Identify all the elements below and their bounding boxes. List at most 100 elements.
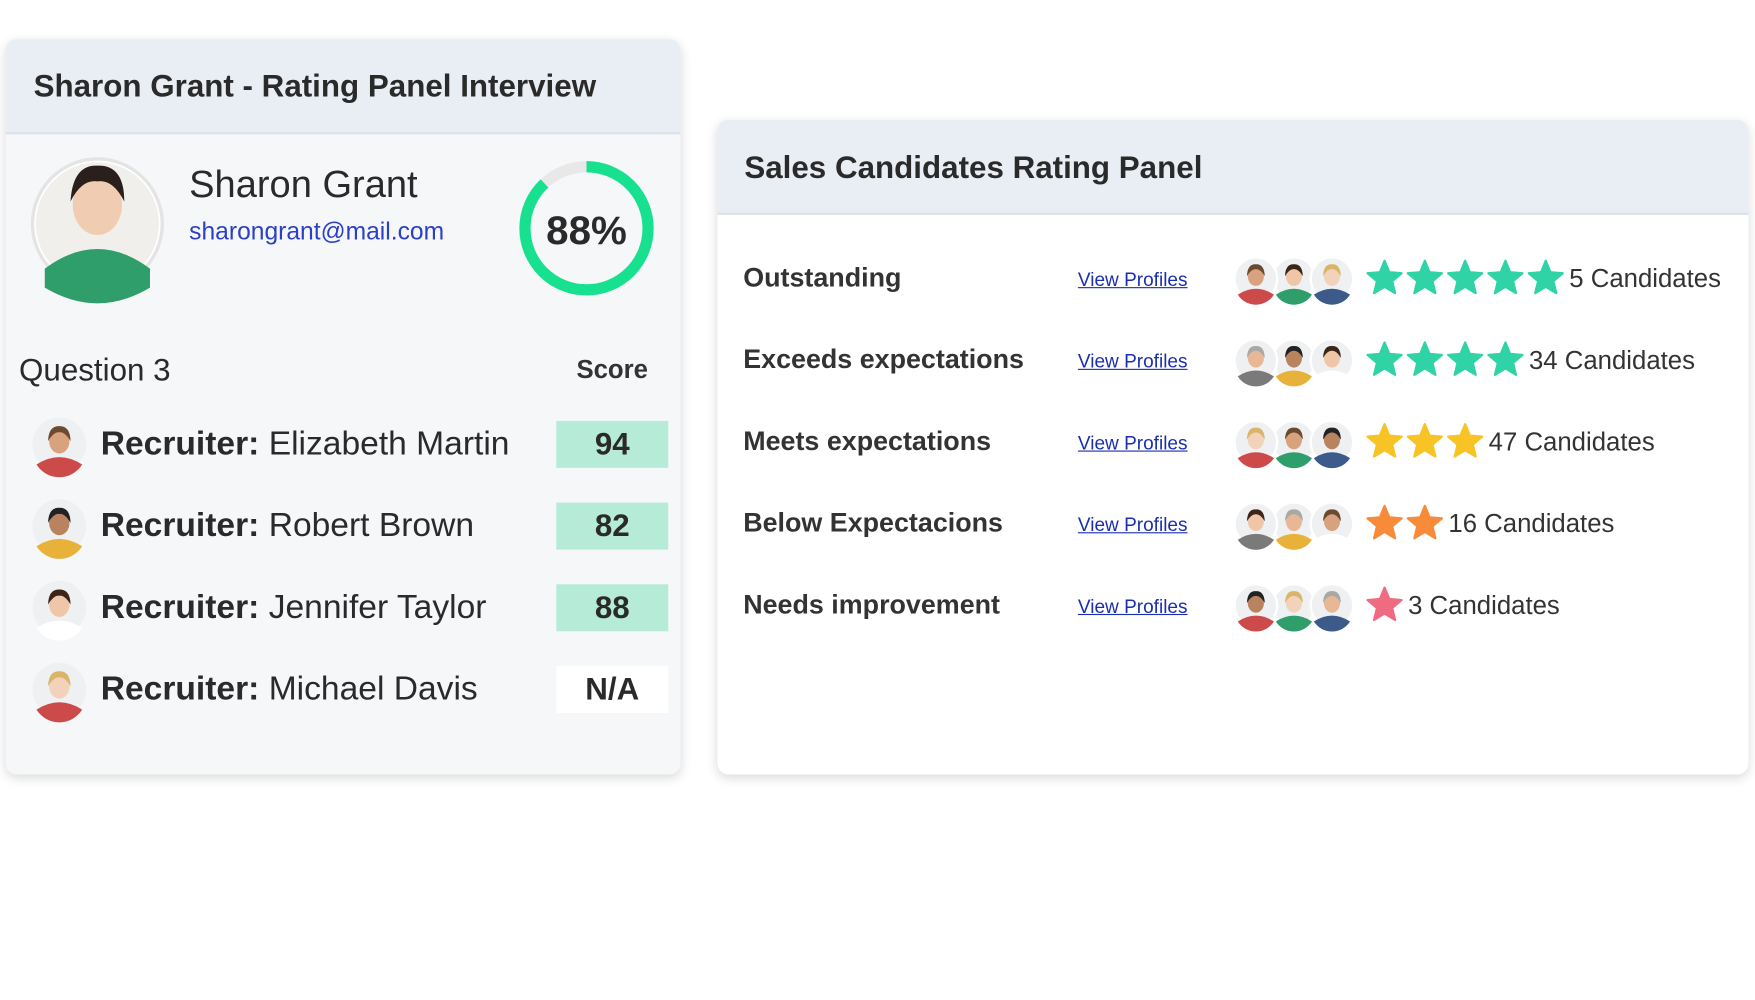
avatar-body — [36, 702, 83, 723]
rating-label: Meets expectations — [743, 426, 992, 457]
panel-title: Sharon Grant - Rating Panel Interview — [33, 68, 597, 103]
avatar-face — [1247, 593, 1264, 613]
avatar-body — [1313, 533, 1351, 550]
avatar-hair — [48, 426, 71, 442]
avatar-body — [1237, 615, 1274, 632]
avatar-face — [1247, 266, 1264, 286]
avatar — [1271, 501, 1317, 550]
avatar-body — [1313, 452, 1351, 469]
rating-label: Outstanding — [743, 263, 902, 294]
recruiter-name: Jennifer Taylor — [268, 588, 487, 626]
avatar-hair — [48, 507, 71, 523]
avatar-face — [1247, 429, 1264, 450]
score-box: N/A — [556, 665, 669, 713]
panel-title: Sales Candidates Rating Panel — [744, 149, 1203, 185]
candidate-name: Sharon Grant — [189, 163, 418, 206]
recruiter-name: Robert Brown — [268, 507, 475, 544]
avatar-hair — [70, 165, 125, 202]
star — [1366, 586, 1403, 622]
score-percent: 88% — [546, 207, 627, 253]
avatar-face — [49, 510, 70, 536]
avatar-hair — [1323, 509, 1341, 522]
view-profiles-link[interactable]: View Profiles — [1077, 596, 1188, 618]
candidate-email: sharongrant@mail.com — [189, 217, 445, 246]
recruiter-row: Recruiter: Robert Brown — [101, 509, 474, 543]
avatar-hair — [1284, 591, 1303, 603]
avatar-face — [1323, 348, 1341, 368]
avatar-hair — [1246, 264, 1265, 277]
avatar — [1233, 419, 1279, 469]
score-value: 94 — [594, 426, 630, 462]
star — [1406, 423, 1444, 458]
avatar-hair — [1284, 427, 1303, 440]
avatar-body — [1237, 288, 1274, 305]
avatar-face — [72, 174, 123, 236]
avatar-face — [1285, 429, 1302, 450]
avatar — [32, 580, 87, 641]
avatar — [1271, 583, 1317, 632]
star — [1447, 259, 1484, 295]
avatar-face — [49, 428, 70, 454]
recruiter-name: Michael Davis — [268, 670, 478, 708]
avatar-body — [36, 538, 83, 559]
view-profiles-link[interactable]: View Profiles — [1077, 269, 1188, 291]
star — [1487, 341, 1524, 376]
avatar-body — [1313, 615, 1351, 632]
view-profiles-link[interactable]: View Profiles — [1077, 514, 1188, 536]
star — [1487, 259, 1524, 295]
rating-graphics — [1233, 256, 1564, 632]
avatar-hair — [1246, 509, 1265, 522]
avatar-hair — [48, 589, 71, 605]
avatar-hair — [1246, 591, 1265, 603]
avatar-body — [1237, 533, 1274, 550]
avatar — [1271, 419, 1317, 469]
rating-label: Exceeds expectations — [743, 344, 1024, 375]
candidate-count: 34 Candidates — [1528, 345, 1696, 375]
avatar-hair — [1284, 509, 1303, 522]
avatar-face — [1323, 593, 1341, 613]
avatar — [32, 417, 87, 478]
avatar — [32, 662, 87, 723]
avatar-body — [1275, 288, 1312, 305]
recruiter-role: Recruiter: — [100, 425, 260, 463]
avatar-hair — [1246, 345, 1265, 358]
avatar-hair — [1246, 427, 1265, 440]
avatar-hair — [1284, 264, 1303, 277]
avatar-face — [1285, 266, 1302, 286]
score-value: 88 — [594, 589, 630, 625]
avatar-body — [1275, 533, 1312, 550]
avatar-hair — [1323, 345, 1341, 358]
rating-panel: Sales Candidates Rating Panel Outstandin… — [717, 119, 1749, 775]
avatar — [1309, 583, 1355, 632]
avatar-face — [49, 592, 70, 617]
avatar-body — [36, 620, 83, 641]
score-value: N/A — [585, 671, 640, 707]
avatar — [32, 499, 87, 559]
view-profiles-link[interactable]: View Profiles — [1077, 350, 1188, 373]
recruiter-row: Recruiter: Michael Davis — [101, 670, 478, 708]
panel-header: Sales Candidates Rating Panel — [717, 119, 1749, 215]
avatar-hair — [1284, 345, 1303, 358]
avatar-face — [1247, 511, 1264, 532]
avatar — [1309, 338, 1355, 387]
score-header: Score — [576, 354, 649, 384]
recruiter-role: Recruiter: — [100, 507, 260, 544]
avatar-body — [1237, 452, 1274, 469]
avatar-body — [1275, 615, 1312, 632]
recruiter-role: Recruiter: — [100, 588, 260, 626]
candidate-count: 3 Candidates — [1408, 590, 1560, 620]
avatar — [1309, 501, 1355, 550]
star — [1406, 504, 1444, 540]
star — [1447, 423, 1484, 458]
star — [1406, 259, 1444, 295]
avatar — [1233, 501, 1279, 550]
avatar-face — [1323, 266, 1341, 286]
avatar-body — [36, 457, 83, 478]
avatar-face — [1323, 429, 1341, 450]
avatar-face — [1323, 511, 1341, 532]
score-value: 82 — [594, 508, 630, 543]
view-profiles-link[interactable]: View Profiles — [1077, 432, 1188, 454]
panel-header: Sharon Grant - Rating Panel Interview — [5, 39, 681, 135]
avatar-face — [1285, 348, 1302, 368]
